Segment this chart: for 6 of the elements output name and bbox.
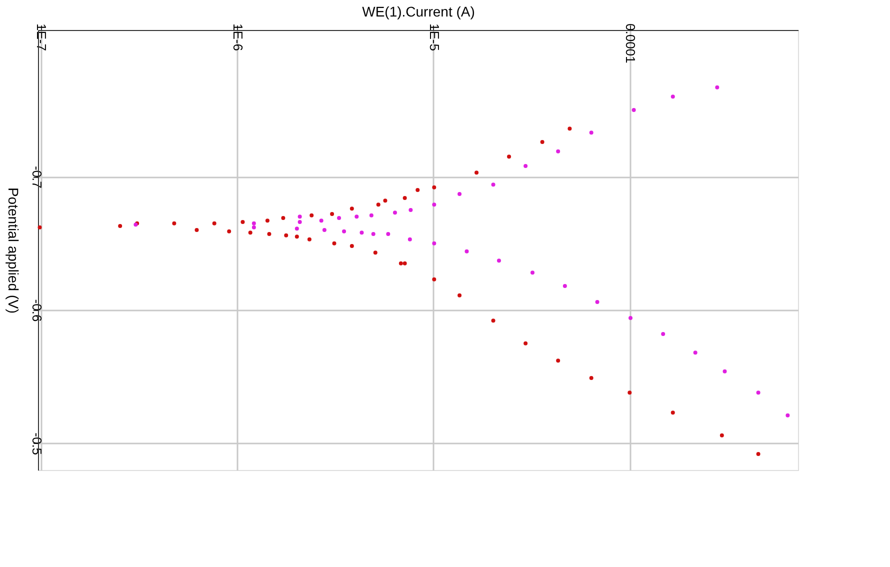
x-tick-label: 0.0001: [623, 24, 638, 64]
y-axis-title: Potential applied (V): [6, 187, 22, 314]
x-axis-title: WE(1).Current (A): [362, 4, 475, 20]
x-tick-label: 1E-6: [230, 24, 246, 51]
x-tick-label: 1E-7: [34, 24, 50, 51]
x-tick-label: 1E-5: [426, 24, 442, 51]
